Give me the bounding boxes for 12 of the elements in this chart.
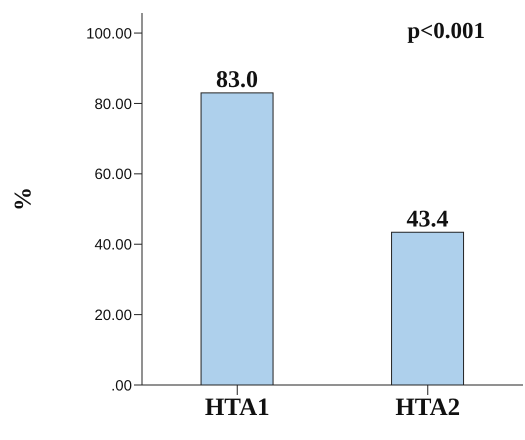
y-tick-label: 40.00 xyxy=(94,236,132,254)
y-axis-title: % xyxy=(10,187,37,211)
data-label: 83.0 xyxy=(216,66,258,93)
y-tick-label: .00 xyxy=(111,377,132,394)
y-tick-label: 80.00 xyxy=(94,96,132,113)
annotation: p<0.001 xyxy=(407,18,485,44)
y-tick-label: 60.00 xyxy=(94,166,132,184)
x-tick-label: HTA2 xyxy=(395,394,460,421)
data-label: 43.4 xyxy=(406,206,449,232)
x-tick-label: HTA1 xyxy=(204,394,270,421)
y-tick-label: 100.00 xyxy=(86,25,132,42)
y-tick-label: 20.00 xyxy=(94,306,132,324)
